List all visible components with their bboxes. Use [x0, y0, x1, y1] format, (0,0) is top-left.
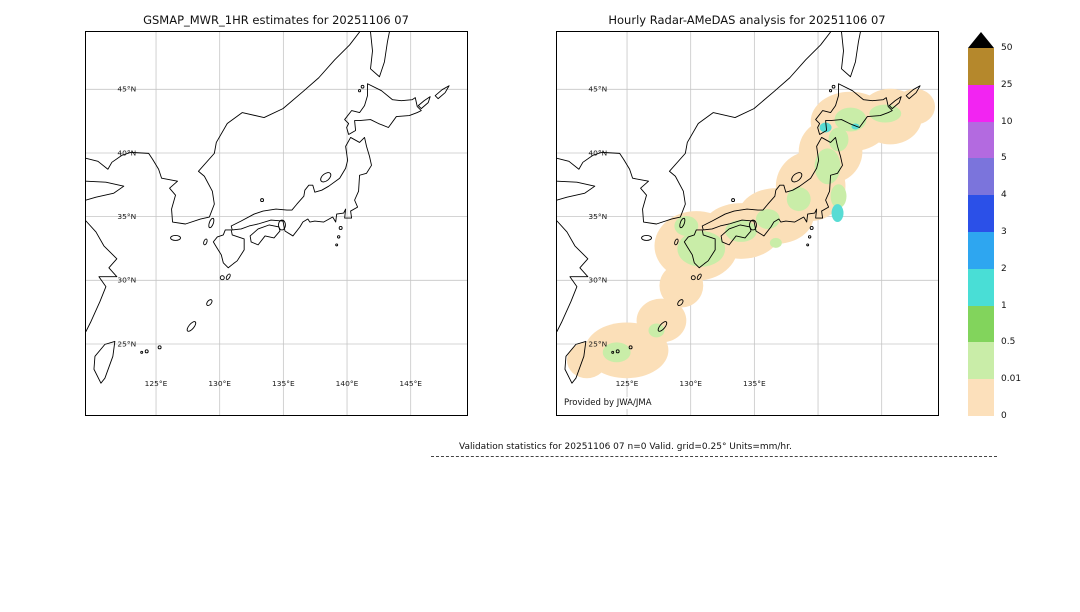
colorbar-segment-4-5: [968, 158, 994, 196]
colorbar-segment-25-50: [968, 48, 994, 85]
colorbar-tick-05: 0.5: [1001, 337, 1016, 347]
colorbar-segment-10-25: [968, 84, 994, 122]
lat-labels: 45°N 40°N 35°N 30°N 25°N: [117, 85, 136, 349]
colorbar-segment-3-4: [968, 195, 994, 232]
gsmap-map-panel: 45°N 40°N 35°N 30°N 25°N 125°E 130°E 135…: [85, 31, 468, 416]
colorbar-segment-0-001: [968, 379, 994, 416]
lon-label-130e: 130°E: [679, 379, 702, 388]
validation-caption: Validation statistics for 20251106 07 n=…: [459, 442, 792, 452]
colorbar-tick-001: 0.01: [1001, 374, 1022, 384]
lat-label-35n: 35°N: [588, 212, 607, 221]
radar-map-svg: 45°N 40°N 35°N 30°N 25°N 125°E 130°E 135…: [557, 32, 938, 415]
colorbar-segment-05-1: [968, 305, 994, 343]
lat-label-45n: 45°N: [588, 85, 607, 94]
lat-label-30n: 30°N: [588, 276, 607, 285]
precip-green-layer: [602, 104, 902, 363]
colorbar-tick-10: 10: [1001, 117, 1013, 127]
lat-label-40n: 40°N: [588, 148, 607, 157]
precip-cyan-layer: [819, 122, 860, 223]
colorbar-tick-2: 2: [1001, 264, 1007, 274]
lon-label-135e: 135°E: [272, 379, 295, 388]
lon-labels: 125°E 130°E 135°E: [616, 379, 766, 388]
gridlines-layer: [86, 32, 467, 415]
colorbar-tick-4: 4: [1001, 190, 1007, 200]
lat-label-30n: 30°N: [117, 276, 136, 285]
colorbar-tick-25: 25: [1001, 80, 1013, 90]
lon-label-140e: 140°E: [336, 379, 359, 388]
colorbar-tick-3: 3: [1001, 227, 1007, 237]
colorbar-tick-5: 5: [1001, 153, 1007, 163]
lon-label-135e: 135°E: [743, 379, 766, 388]
lat-label-45n: 45°N: [117, 85, 136, 94]
colorbar-segment-5-10: [968, 121, 994, 159]
lon-labels: 125°E 130°E 135°E 140°E 145°E: [145, 379, 423, 388]
colorbar: [968, 32, 994, 416]
left-panel-title: GSMAP_MWR_1HR estimates for 20251106 07: [143, 13, 409, 27]
colorbar-segment-001-05: [968, 342, 994, 380]
gsmap-map-svg: 45°N 40°N 35°N 30°N 25°N 125°E 130°E 135…: [86, 32, 467, 415]
lon-label-125e: 125°E: [145, 379, 168, 388]
caption-underline: [431, 456, 997, 457]
lat-label-40n: 40°N: [117, 148, 136, 157]
colorbar-tick-50: 50: [1001, 43, 1013, 53]
lon-label-130e: 130°E: [208, 379, 231, 388]
coastline-layer: [86, 32, 450, 384]
lat-label-25n: 25°N: [117, 339, 136, 348]
colorbar-tick-0: 0: [1001, 411, 1007, 421]
lon-label-125e: 125°E: [616, 379, 639, 388]
lon-label-145e: 145°E: [399, 379, 422, 388]
radar-amedas-map-panel: 45°N 40°N 35°N 30°N 25°N 125°E 130°E 135…: [556, 31, 939, 416]
credit-label: Provided by JWA/JMA: [561, 397, 655, 409]
colorbar-segment-2-3: [968, 231, 994, 269]
colorbar-tick-1: 1: [1001, 301, 1007, 311]
lat-label-25n: 25°N: [588, 339, 607, 348]
lat-label-35n: 35°N: [117, 212, 136, 221]
lat-labels: 45°N 40°N 35°N 30°N 25°N: [588, 85, 607, 349]
right-panel-title: Hourly Radar-AMeDAS analysis for 2025110…: [608, 13, 886, 27]
colorbar-segment-1-2: [968, 268, 994, 306]
colorbar-overflow-triangle: [968, 32, 994, 48]
